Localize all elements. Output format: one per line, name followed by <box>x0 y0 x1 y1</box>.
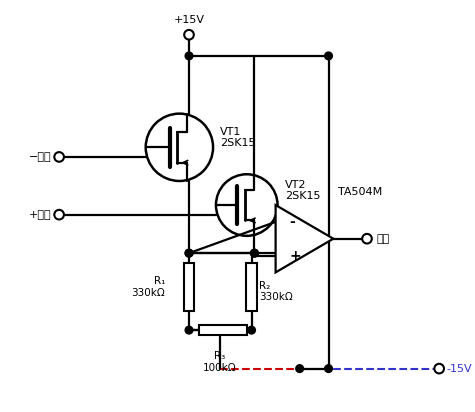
Circle shape <box>185 52 193 60</box>
Bar <box>246 263 257 311</box>
Circle shape <box>247 326 256 334</box>
Circle shape <box>251 249 258 257</box>
Polygon shape <box>276 205 333 272</box>
Circle shape <box>54 152 64 162</box>
Text: R₁
330kΩ: R₁ 330kΩ <box>131 276 165 297</box>
Text: VT2
2SK15: VT2 2SK15 <box>285 180 321 201</box>
Circle shape <box>434 364 444 373</box>
Text: VT1
2SK15: VT1 2SK15 <box>220 127 255 148</box>
Circle shape <box>185 249 193 257</box>
Circle shape <box>185 249 193 257</box>
Text: -: - <box>289 215 295 229</box>
Text: +输入: +输入 <box>29 210 51 220</box>
Circle shape <box>184 30 194 40</box>
Text: R₃
100kΩ: R₃ 100kΩ <box>203 351 237 373</box>
Text: +: + <box>289 248 301 262</box>
Bar <box>184 263 194 311</box>
Text: -15V: -15V <box>447 364 473 374</box>
Text: 输出: 输出 <box>377 234 390 244</box>
Text: +15V: +15V <box>173 15 205 25</box>
Text: R₂
330kΩ: R₂ 330kΩ <box>259 281 293 302</box>
Circle shape <box>251 249 258 257</box>
Bar <box>199 325 247 335</box>
Circle shape <box>325 365 332 372</box>
Text: TA504M: TA504M <box>338 187 382 197</box>
Circle shape <box>362 234 372 243</box>
Circle shape <box>54 210 64 220</box>
Circle shape <box>296 365 304 372</box>
Circle shape <box>325 52 332 60</box>
Circle shape <box>185 326 193 334</box>
Text: −输入: −输入 <box>29 152 51 162</box>
